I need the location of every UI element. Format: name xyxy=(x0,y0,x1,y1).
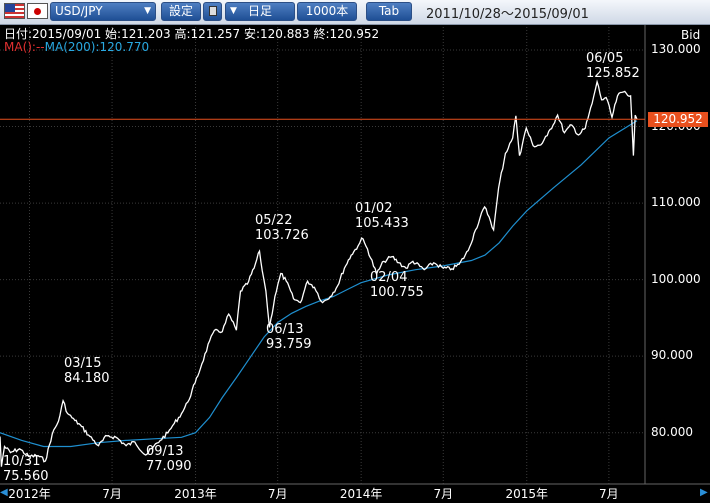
period-selector[interactable]: ▼ 日足 xyxy=(225,2,295,21)
annotation-date: 09/13 xyxy=(146,444,184,459)
tab-button[interactable]: Tab xyxy=(366,2,412,21)
price-annotation: 06/13 93.759 xyxy=(266,322,312,352)
toolbar: USD/JPY ▼ 設定 ▼ 日足 1000本 Tab 2011/10/28～2… xyxy=(0,0,710,25)
y-tick-label: 90.000 xyxy=(651,348,693,363)
bar-count-selector[interactable]: 1000本 xyxy=(297,2,357,21)
annotation-price: 93.759 xyxy=(266,337,312,352)
price-annotation: 03/15 84.180 xyxy=(64,356,110,386)
settings-button[interactable]: 設定 xyxy=(161,2,201,21)
ma-short-label: MA():-- xyxy=(4,40,45,54)
current-price-tag: 120.952 xyxy=(648,112,708,127)
chart-grid xyxy=(0,24,645,484)
annotation-date: 06/13 xyxy=(266,322,304,337)
chevron-down-icon: ▼ xyxy=(144,6,151,16)
annotation-date: 02/04 xyxy=(370,270,408,285)
price-line xyxy=(0,79,638,467)
annotation-price: 103.726 xyxy=(255,228,309,243)
x-tick-label: 7月 xyxy=(267,487,288,501)
ma200-line xyxy=(0,120,638,448)
x-tick-label: 2012年 xyxy=(8,487,51,501)
jp-flag-icon xyxy=(27,3,48,19)
annotation-price: 105.433 xyxy=(355,216,409,231)
annotation-date: 01/02 xyxy=(355,201,393,216)
x-tick-label: 2015年 xyxy=(505,487,549,501)
currency-pair-selector[interactable]: USD/JPY ▼ xyxy=(50,2,156,21)
y-tick-label: 100.000 xyxy=(651,271,701,286)
x-tick-label: 7月 xyxy=(433,487,454,501)
calculator-icon xyxy=(208,6,217,16)
y-tick-label: 80.000 xyxy=(651,424,693,439)
price-annotation: 10/31 75.560 xyxy=(3,454,49,484)
annotation-price: 75.560 xyxy=(3,469,49,484)
ma200-label: MA(200):120.770 xyxy=(44,40,150,54)
annotation-price: 125.852 xyxy=(586,66,640,81)
y-tick-label: 110.000 xyxy=(651,195,701,210)
y-axis-label: Bid xyxy=(681,28,701,42)
chevron-down-icon: ▼ xyxy=(230,6,237,16)
x-tick-label: 2014年 xyxy=(339,487,383,501)
annotation-price: 100.755 xyxy=(370,285,424,300)
calculator-button[interactable] xyxy=(203,2,222,21)
annotation-date: 03/15 xyxy=(64,356,102,371)
ma-legend: MA():--MA(200):120.770 xyxy=(4,40,149,54)
x-tick-label: 7月 xyxy=(102,487,122,501)
annotation-date: 06/05 xyxy=(586,51,624,66)
us-flag-icon xyxy=(4,3,25,19)
annotation-date: 10/31 xyxy=(3,454,41,469)
price-annotation: 09/13 77.090 xyxy=(146,444,192,474)
price-annotation: 05/22 103.726 xyxy=(255,213,309,243)
currency-pair-label: USD/JPY xyxy=(55,4,103,18)
price-annotation: 01/02 105.433 xyxy=(355,201,409,231)
scroll-right-icon[interactable]: ▶ xyxy=(700,487,708,498)
x-tick-label: 2013年 xyxy=(174,487,217,501)
scroll-left-icon[interactable]: ◀ xyxy=(0,487,8,498)
period-label: 日足 xyxy=(247,4,272,18)
date-range-label: 2011/10/28～2015/09/01 xyxy=(426,7,589,22)
annotation-price: 84.180 xyxy=(64,371,110,386)
annotation-date: 05/22 xyxy=(255,213,293,228)
price-annotation: 06/05 125.852 xyxy=(586,51,640,81)
annotation-price: 77.090 xyxy=(146,459,192,474)
x-tick-label: 7月 xyxy=(599,487,619,501)
price-annotation: 02/04 100.755 xyxy=(370,270,424,300)
ohlc-info: 日付:2015/09/01 始:121.203 高:121.257 安:120.… xyxy=(4,27,380,41)
y-tick-label: 130.000 xyxy=(651,42,701,57)
